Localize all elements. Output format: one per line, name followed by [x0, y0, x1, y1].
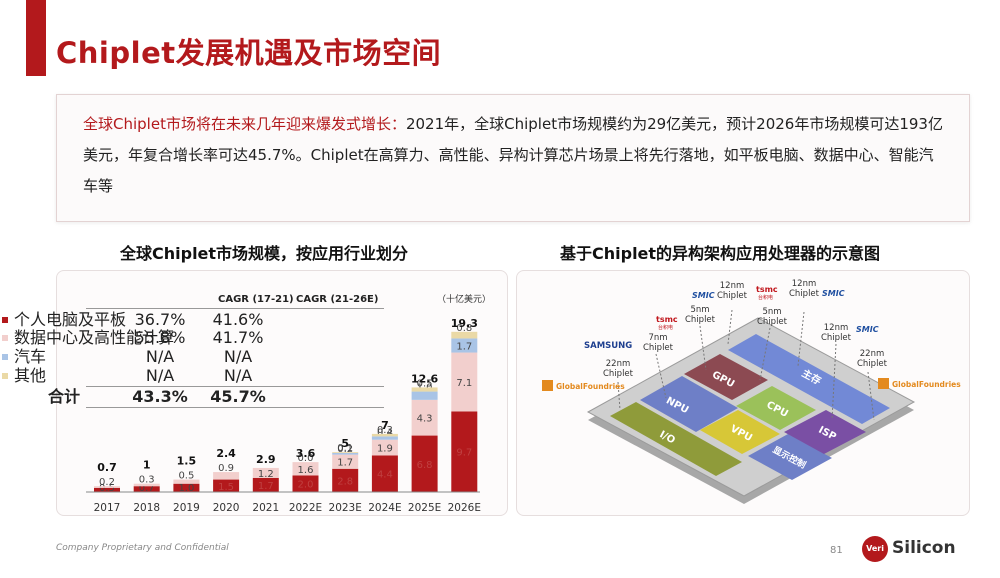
globalfoundries-mark — [878, 378, 889, 389]
block-memory — [728, 334, 890, 424]
table-row: 汽车 N/A N/A — [0, 347, 298, 367]
page-title: Chiplet发展机遇及市场空间 — [56, 36, 442, 70]
cagr-value: N/A — [223, 347, 253, 366]
legend-swatch — [2, 317, 8, 323]
callout-line — [617, 381, 621, 411]
cagr-value: N/A — [145, 347, 175, 366]
chiplet-architecture-diagram: I/O NPU GPU VPU CPU 显示控制 ISP 主存 12nm Chip… — [542, 279, 961, 504]
tsmc-logo-sub: 台积电 — [758, 294, 773, 301]
cagr-value: N/A — [223, 366, 253, 385]
callout-line — [867, 371, 875, 421]
callout-line — [655, 353, 667, 399]
chiplet-node-label: 12nm Chiplet — [717, 281, 748, 301]
samsung-logo: SAMSUNG — [584, 341, 632, 351]
block-io — [610, 402, 742, 476]
table-row: 数据中心及高性能计算 55.8% 41.7% — [0, 328, 298, 348]
callout-line — [699, 325, 707, 371]
tsmc-logo: tsmc — [656, 315, 678, 324]
callout-line — [797, 311, 805, 367]
cagr-value: 55.8% — [134, 328, 186, 347]
smic-logo: SMIC — [822, 289, 845, 298]
smic-logo: SMIC — [856, 325, 879, 334]
left-section-title: 全球Chiplet市场规模，按应用行业划分 — [120, 244, 409, 263]
globalfoundries-mark — [542, 380, 553, 391]
cagr-value: 41.7% — [212, 328, 264, 347]
block-vpu — [700, 410, 780, 454]
legend-swatch — [2, 354, 8, 360]
total-cagr-1: 43.3% — [132, 387, 188, 406]
footer-confidential: Company Proprietary and Confidential — [56, 543, 229, 553]
globalfoundries-logo: GlobalFoundries — [556, 382, 625, 391]
summary-box: 全球Chiplet市场将在未来几年迎来爆发式增长：2021年，全球Chiplet… — [56, 94, 970, 222]
table-row: 其他 N/A N/A — [0, 366, 298, 386]
chiplet-node-label: 5nm Chiplet — [685, 305, 716, 325]
summary-body: 2021年，全球Chiplet市场规模约为29亿美元，预计2026年市场规模可达… — [83, 115, 943, 195]
chiplet-node-label: 22nm Chiplet — [603, 359, 634, 379]
right-section-title: 基于Chiplet的异构架构应用处理器的示意图 — [560, 244, 881, 263]
total-cagr-2: 45.7% — [210, 387, 266, 406]
chiplet-node-label: 12nm Chiplet — [789, 279, 820, 299]
cagr-value: 41.6% — [212, 310, 264, 329]
verisilicon-logo: Veri Silicon — [862, 532, 982, 568]
table-top-rule — [86, 308, 384, 309]
chiplet-node-label: 5nm Chiplet — [757, 307, 788, 327]
table-bottom-rule — [86, 407, 384, 408]
block-gpu — [684, 354, 768, 400]
legend-label: 数据中心及高性能计算 — [14, 328, 175, 347]
summary-highlight: 全球Chiplet市场将在未来几年迎来爆发式增长： — [83, 115, 406, 133]
smic-logo: SMIC — [692, 291, 715, 300]
logo-mark: Veri — [862, 536, 888, 562]
globalfoundries-logo: GlobalFoundries — [892, 380, 961, 389]
callout-line — [759, 327, 771, 381]
logo-text: Silicon — [892, 538, 956, 558]
cagr-header-2: CAGR (21-26E) — [296, 294, 379, 305]
tsmc-logo-sub: 台积电 — [658, 324, 673, 331]
callout-line — [831, 343, 837, 421]
table-total-row: 合计 43.3% 45.7% — [0, 387, 298, 407]
block-cpu — [736, 386, 816, 430]
cagr-header-1: CAGR (17-21) — [218, 294, 294, 305]
cagr-value: N/A — [145, 366, 175, 385]
legend-label: 个人电脑及平板 — [14, 310, 127, 329]
legend-swatch — [2, 335, 8, 341]
page-number: 81 — [830, 545, 843, 556]
callout-line — [727, 309, 733, 345]
total-label: 合计 — [48, 387, 81, 406]
title-accent-bar — [26, 0, 46, 76]
legend-swatch — [2, 373, 8, 379]
table-row: 个人电脑及平板 36.7% 41.6% — [0, 310, 298, 330]
chiplet-node-label: 12nm Chiplet — [821, 323, 852, 343]
legend-label: 汽车 — [14, 347, 47, 366]
unit-label: （十亿美元） — [437, 295, 492, 305]
cagr-value: 36.7% — [134, 310, 186, 329]
block-display — [748, 434, 832, 480]
table-mid-rule — [86, 386, 384, 387]
block-isp — [784, 410, 866, 454]
legend-label: 其他 — [14, 366, 47, 385]
chiplet-node-label: 22nm Chiplet — [857, 349, 888, 369]
chiplet-node-label: 7nm Chiplet — [643, 333, 674, 353]
tsmc-logo: tsmc — [756, 285, 778, 294]
